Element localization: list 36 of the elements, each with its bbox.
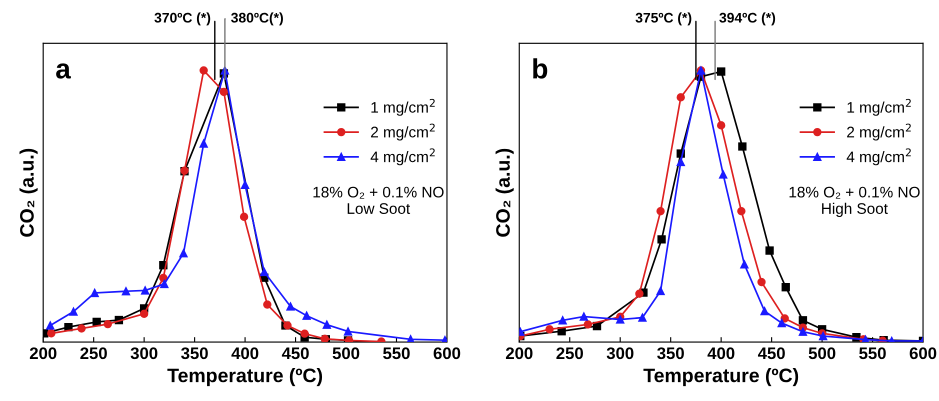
legend-label: 1 mg/cm$^{2}$ [371,98,435,116]
x-tick-label: 350 [657,347,684,360]
ref-line-label: 375ºC (*) [636,12,692,26]
x-axis-title: Temperature (ºC) [643,368,798,386]
ref-line-label: 380ºC(*) [231,12,283,26]
x-tick-label: 400 [231,347,258,360]
x-tick-label: 500 [332,347,360,360]
x-tick-label: 600 [910,347,936,360]
annotation: 18% O₂ + 0.1% NO High Soot [790,186,920,217]
legend-label: 4 mg/cm$^{2}$ [846,148,911,166]
legend-label: 2 mg/cm$^{2}$ [847,124,911,141]
x-tick-label: 450 [758,347,785,360]
x-tick-label: 450 [282,347,309,360]
x-tick-label: 300 [606,347,634,360]
x-tick-label: 500 [808,347,836,360]
x-axis-title: Temperature (ºC) [167,368,322,386]
y-axis-title: CO₂ (a.u.) [20,148,38,237]
x-tick-label: 200 [30,347,56,360]
x-tick-label: 350 [181,347,208,360]
x-tick-label: 550 [859,347,886,360]
y-axis-title: CO₂ (a.u.) [496,148,514,237]
x-tick-label: 300 [130,347,158,360]
x-tick-label: 200 [506,347,532,360]
ref-line-label: 370ºC (*) [154,12,210,26]
chart-title: b [533,58,548,79]
legend-label: 2 mg/cm$^{2}$ [371,124,435,141]
x-tick-label: 250 [556,347,583,360]
x-tick-label: 600 [434,347,460,360]
legend-label: 1 mg/cm$^{2}$ [848,98,911,116]
chart-title: a [56,63,71,79]
annotation: 18% O₂ + 0.1% NO Low Soot [313,186,444,214]
ref-line-label: 394ºC (*) [719,12,776,26]
legend-label: 4 mg/cm$^{2}$ [370,148,435,166]
x-tick-label: 250 [80,347,107,360]
x-tick-label: 400 [708,347,734,360]
x-tick-label: 550 [383,347,410,360]
